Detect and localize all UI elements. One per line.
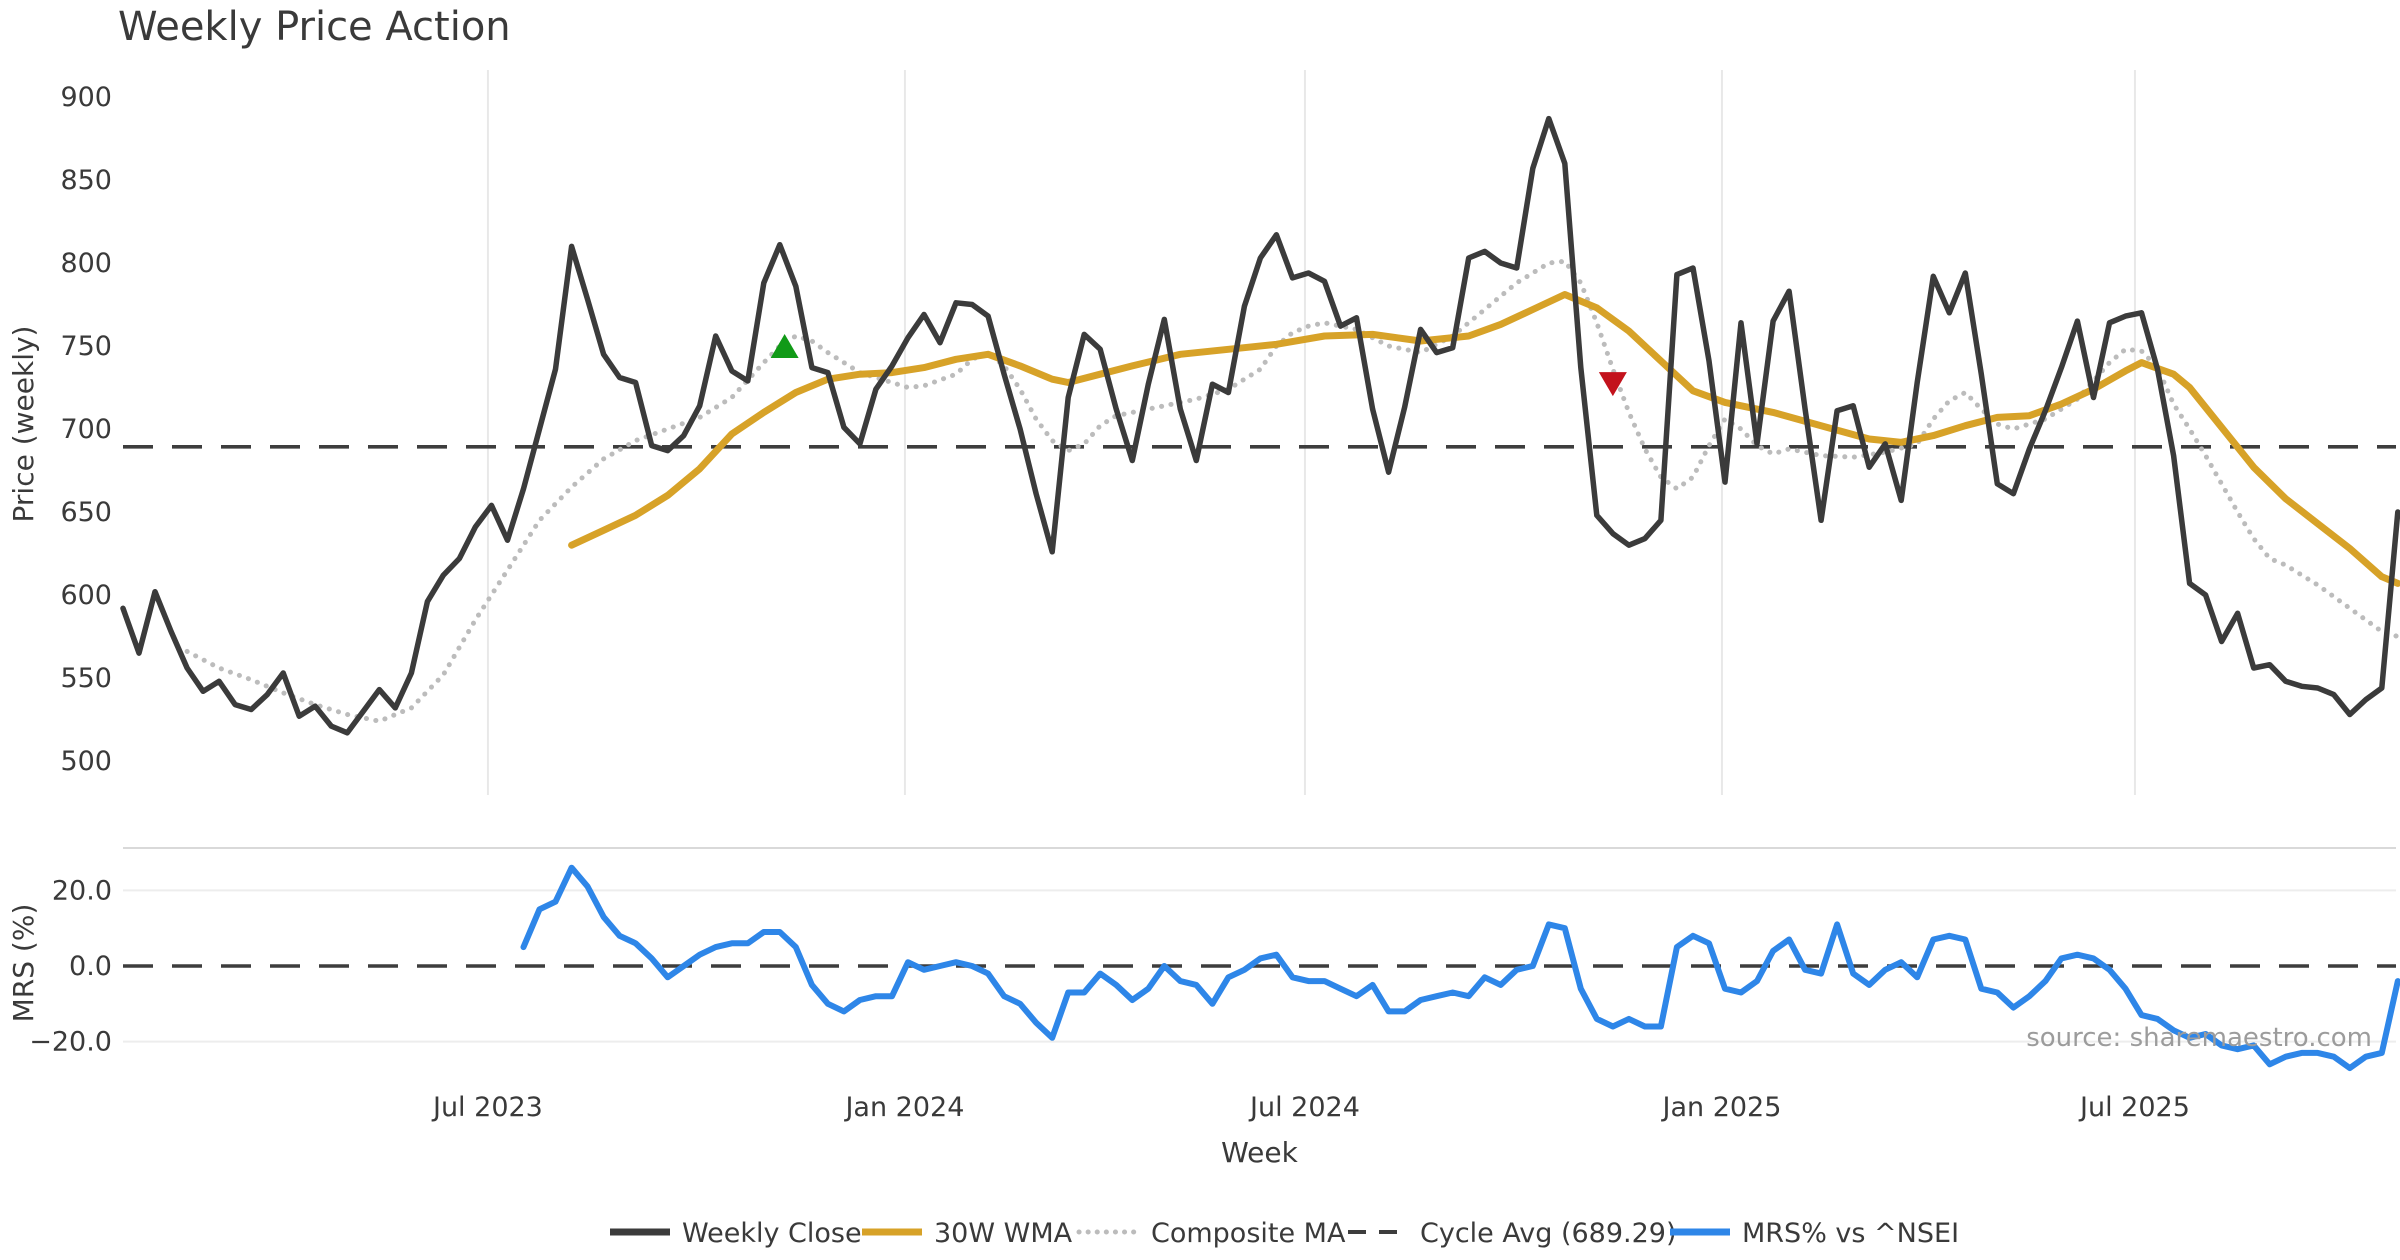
x-tick-label: Jan 2025 bbox=[1660, 1092, 1781, 1123]
price-y-tick-label: 650 bbox=[60, 497, 112, 528]
chart-title: Weekly Price Action bbox=[118, 4, 511, 50]
x-tick-label: Jul 2025 bbox=[2078, 1092, 2190, 1123]
mrs-y-axis-label: MRS (%) bbox=[7, 904, 40, 1023]
legend-label: Composite MA bbox=[1151, 1218, 1346, 1249]
mrs-line bbox=[520, 864, 2400, 1072]
buy-signal-marker bbox=[770, 334, 799, 358]
price-y-tick-label: 800 bbox=[60, 248, 112, 279]
mrs-y-tick-label: 0.0 bbox=[69, 951, 112, 982]
legend: Weekly Close 30W WMA Composite MA Cycle Avg… bbox=[610, 1218, 1959, 1249]
price-y-tick-label: 500 bbox=[60, 746, 112, 777]
x-tick-label: Jan 2024 bbox=[843, 1092, 964, 1123]
sell-signal-marker bbox=[1598, 372, 1627, 397]
mrs-y-tick-label: −20.0 bbox=[29, 1027, 112, 1058]
legend-label: 30W WMA bbox=[934, 1218, 1073, 1249]
price-y-tick-label: 850 bbox=[60, 165, 112, 196]
price-y-tick-label: 700 bbox=[60, 414, 112, 445]
legend-label: Cycle Avg (689.29) bbox=[1420, 1218, 1677, 1249]
price-y-tick-label: 750 bbox=[60, 331, 112, 362]
price-y-axis-label: Price (weekly) bbox=[7, 326, 40, 523]
x-axis-label: Week bbox=[1221, 1136, 1298, 1169]
price-y-tick-label: 600 bbox=[60, 580, 112, 611]
x-tick-label: Jul 2024 bbox=[1248, 1092, 1360, 1123]
mrs-y-tick-label: 20.0 bbox=[52, 875, 112, 906]
source-credit: source: sharemaestro.com bbox=[2026, 1023, 2372, 1053]
legend-label: MRS% vs ^NSEI bbox=[1742, 1218, 1959, 1249]
x-tick-label: Jul 2023 bbox=[431, 1092, 543, 1123]
price-y-tick-label: 900 bbox=[60, 82, 112, 113]
composite-ma-line bbox=[184, 258, 2400, 724]
legend-label: Weekly Close bbox=[682, 1218, 862, 1249]
price-series bbox=[120, 115, 2400, 736]
gridlines bbox=[123, 70, 2396, 1043]
weekly-close-line bbox=[120, 115, 2400, 736]
wma-line bbox=[568, 291, 2400, 587]
price-y-tick-label: 550 bbox=[60, 663, 112, 694]
